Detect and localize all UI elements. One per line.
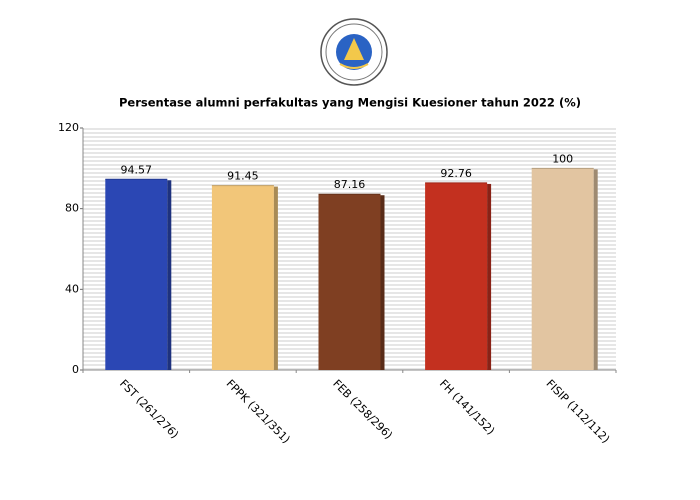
y-tick-label: 0 — [72, 363, 79, 376]
y-tick-label: 40 — [65, 282, 79, 295]
bar-group — [531, 167, 598, 370]
bar-side — [273, 186, 278, 370]
value-label: 91.45 — [227, 170, 259, 183]
bar — [531, 168, 594, 370]
logo — [320, 18, 388, 86]
plot-area: 0 40 80 120 FST (261/276) 94.57 FPPK (321/351)… — [58, 121, 617, 446]
bar-group — [318, 193, 385, 370]
value-label: 87.16 — [334, 178, 366, 191]
bar-group — [425, 182, 492, 370]
bar — [211, 185, 274, 370]
bar-group — [211, 185, 278, 370]
value-label: 100 — [552, 152, 573, 165]
bar — [318, 194, 381, 370]
bar-side — [593, 169, 598, 370]
bar-group — [105, 178, 172, 370]
bar — [105, 179, 168, 370]
x-tick-label: FST (261/276) — [117, 377, 181, 441]
bar-side — [487, 183, 492, 370]
bar — [425, 182, 488, 370]
x-tick-label: FH (141/152) — [437, 377, 497, 437]
chart-title: Persentase alumni perfakultas yang Mengi… — [119, 96, 581, 110]
x-tick-label: FPPK (321/351) — [224, 377, 293, 446]
x-tick-label: FEB (258/296) — [330, 377, 395, 442]
y-tick-label: 120 — [58, 121, 79, 134]
bar-side — [167, 180, 172, 370]
y-tick-label: 80 — [65, 202, 79, 215]
value-label: 92.76 — [440, 167, 472, 180]
value-label: 94.57 — [121, 163, 153, 176]
bar-side — [380, 195, 385, 370]
x-tick-label: FISIP (112/112) — [543, 377, 612, 446]
